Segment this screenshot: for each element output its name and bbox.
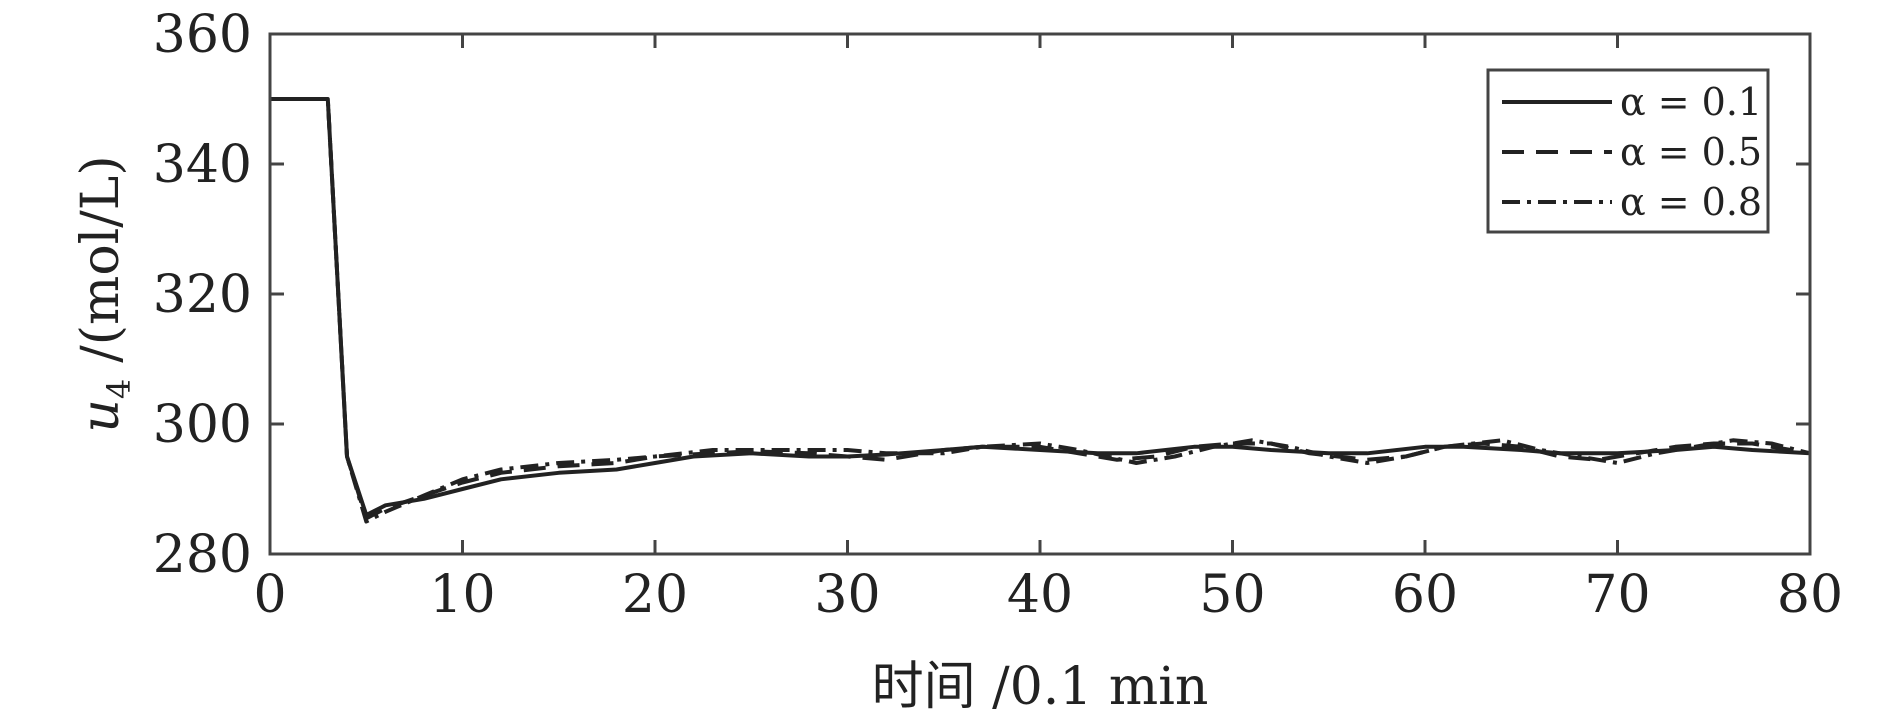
series-layer: [270, 97, 1810, 524]
y-axis-label: u4 /(mol/L): [71, 155, 138, 432]
x-axis-label: 时间 /0.1 min: [872, 657, 1209, 717]
legend-box: [1486, 68, 1770, 234]
y-axis-label-unit: /(mol/L): [71, 155, 131, 362]
x-tick-label-3: 30: [814, 565, 880, 625]
y-tick-label-2: 320: [153, 265, 252, 325]
y-axis-label-symbol: u: [71, 399, 131, 433]
y-tick-label-3: 340: [153, 135, 252, 195]
tick-layer: [268, 32, 1812, 556]
x-tick-label-1: 10: [429, 565, 495, 625]
series-line-2: [270, 97, 1810, 524]
x-tick-label-5: 50: [1199, 565, 1265, 625]
y-tick-label-4: 360: [153, 5, 252, 65]
y-tick-label-1: 300: [153, 395, 252, 455]
x-tick-label-2: 20: [622, 565, 688, 625]
series-line-1: [270, 97, 1810, 521]
y-tick-label-0: 280: [153, 525, 252, 585]
y-axis-label-subscript: 4: [100, 379, 138, 399]
legend-label-alpha-0-5: α = 0.5: [1620, 130, 1762, 174]
tick-label-layer: 0 10 20 30 40 50 60 70 80 280 300 320 340 360: [153, 5, 1843, 625]
x-tick-label-0: 0: [253, 565, 286, 625]
x-tick-label-7: 70: [1584, 565, 1650, 625]
legend-label-alpha-0-8: α = 0.8: [1620, 180, 1762, 224]
x-tick-label-8: 80: [1777, 565, 1843, 625]
x-tick-label-4: 40: [1007, 565, 1073, 625]
legend-label-alpha-0-1: α = 0.1: [1620, 80, 1762, 124]
svg-text:u4/(mol/L): u4 /(mol/L): [71, 155, 138, 432]
x-tick-label-6: 60: [1392, 565, 1458, 625]
legend: α = 0.1 α = 0.5 α = 0.8: [1486, 68, 1770, 234]
